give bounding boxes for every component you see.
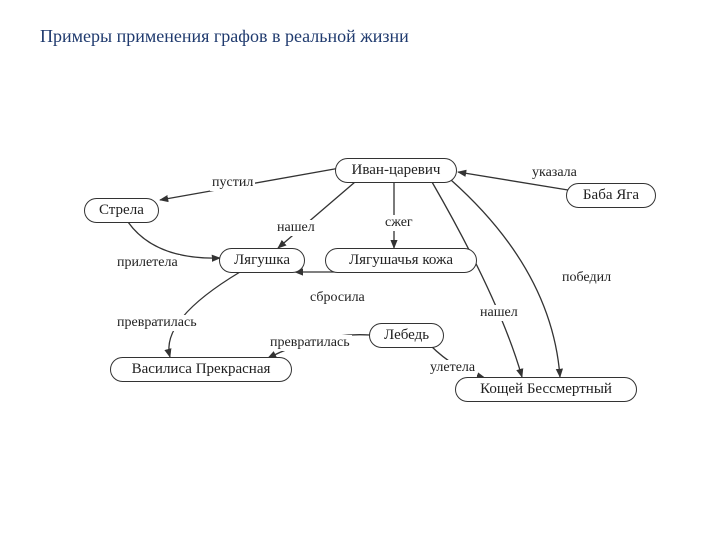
- graph-edge-ivan-koschei: [451, 180, 560, 377]
- graph-node-strela: Стрела: [84, 198, 159, 223]
- edge-label-lebed-koschei: улетела: [428, 360, 477, 376]
- graph-edge-ivan-koschei: [432, 182, 522, 377]
- graph-node-kozha: Лягушачья кожа: [325, 248, 477, 273]
- graph-edge-strela-lyag: [128, 222, 220, 258]
- graph-node-baba: Баба Яга: [566, 183, 656, 208]
- graph-node-lebed: Лебедь: [369, 323, 444, 348]
- graph-node-ivan: Иван-царевич: [335, 158, 457, 183]
- page-title: Примеры применения графов в реальной жиз…: [40, 26, 409, 47]
- edge-label-kozha-lyag: сбросила: [308, 290, 367, 306]
- edge-label-ivan-koschei: победил: [560, 270, 613, 286]
- edge-label-strela-lyag: прилетела: [115, 255, 180, 271]
- edge-label-baba-ivan: указала: [530, 165, 579, 181]
- edge-label-ivan-strela: пустил: [210, 175, 255, 191]
- graph-node-lyag: Лягушка: [219, 248, 305, 273]
- graph-node-koschei: Кощей Бессмертный: [455, 377, 637, 402]
- graph-node-vasilisa: Василиса Прекрасная: [110, 357, 292, 382]
- edge-label-ivan-lyag: нашел: [275, 220, 317, 236]
- edge-label-ivan-kozha: сжег: [383, 215, 415, 231]
- edge-label-ivan-koschei: нашел: [478, 305, 520, 321]
- graph-edge-ivan-lyag: [278, 182, 355, 248]
- edge-label-lebed-vasilisa: превратилась: [268, 335, 352, 351]
- edge-label-lyag-vasilisa: превратилась: [115, 315, 199, 331]
